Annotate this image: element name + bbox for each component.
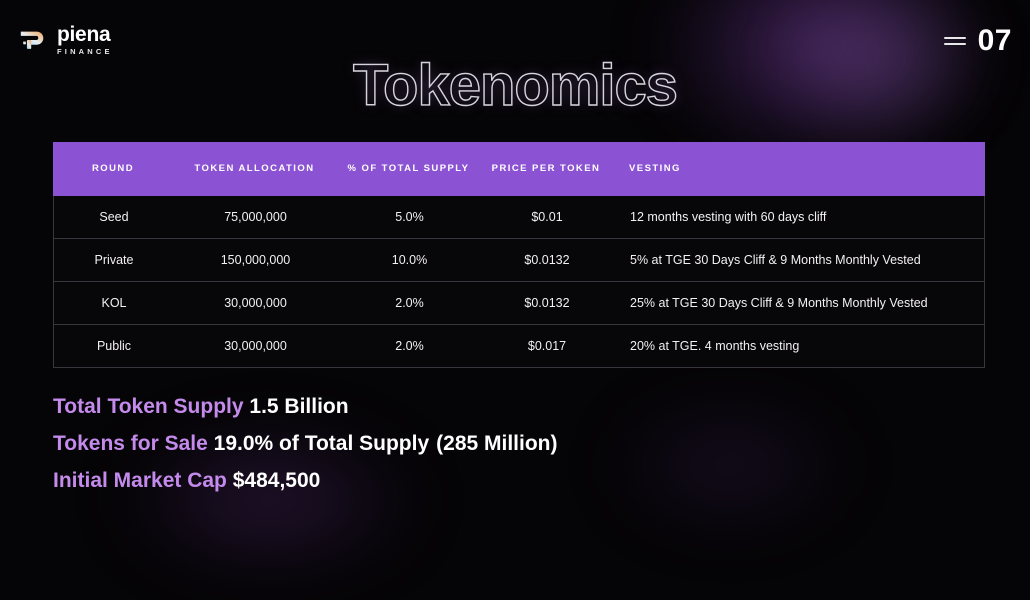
- cell-round: Seed: [99, 210, 129, 224]
- cell-token-allocation: 75,000,000: [224, 210, 287, 224]
- cell-percent-of-total-supply: 2.0%: [395, 339, 424, 353]
- column-header-vesting: VESTING: [629, 163, 681, 175]
- summary-line: Tokens for Sale 19.0% of Total Supply (28…: [53, 433, 953, 454]
- cell-price-per-token: $0.01: [531, 210, 563, 224]
- summary-line-value: 19.0% of Total Supply: [207, 432, 430, 455]
- cell-round: KOL: [101, 296, 127, 310]
- cell-vesting: 12 months vesting with 60 days cliff: [630, 210, 827, 224]
- summary-block: Total Token Supply 1.5 Billion Tokens for…: [53, 396, 953, 507]
- summary-line: Initial Market Cap $484,500: [53, 470, 953, 491]
- column-header-token-allocation: TOKEN ALLOCATION: [194, 163, 315, 175]
- summary-line-extra: (285 Million): [436, 432, 558, 455]
- cell-price-per-token: $0.017: [527, 339, 567, 353]
- column-header-price-per-token: PRICE PER TOKEN: [491, 163, 601, 175]
- brand-name: piena: [57, 23, 111, 46]
- table-row: Public 30,000,000 2.0% $0.017 20% at TGE. 4 …: [53, 325, 985, 368]
- cell-token-allocation: 30,000,000: [224, 339, 287, 353]
- table-header-row: ROUND TOKEN ALLOCATION % OF TOTAL SUPPLY…: [53, 142, 985, 196]
- page-number-group: 07: [943, 24, 1012, 58]
- cell-vesting: 20% at TGE. 4 months vesting: [630, 339, 800, 353]
- table-row: KOL 30,000,000 2.0% $0.0132 25% at TGE 30 Da…: [53, 282, 985, 325]
- cell-vesting: 25% at TGE 30 Days Cliff & 9 Months Mont…: [630, 296, 928, 310]
- cell-round: Private: [94, 253, 134, 267]
- piena-p-logomark: [18, 25, 48, 55]
- summary-line-value: $484,500: [226, 469, 321, 492]
- table-row: Seed 75,000,000 5.0% $0.01 12 months vesting…: [53, 196, 985, 239]
- double-dash-icon: [943, 37, 966, 45]
- summary-line-label: Total Token Supply: [53, 395, 244, 418]
- summary-line-label: Tokens for Sale: [53, 432, 208, 455]
- summary-line: Total Token Supply 1.5 Billion: [53, 396, 953, 417]
- cell-price-per-token: $0.0132: [524, 253, 570, 267]
- page-number: 07: [977, 24, 1012, 57]
- column-header-percent-of-total-supply: % OF TOTAL SUPPLY: [347, 163, 470, 175]
- page-title: Tokenomics: [352, 52, 679, 118]
- table-row: Private 150,000,000 10.0% $0.0132 5% at TGE …: [53, 239, 985, 282]
- tokenomics-table: ROUND TOKEN ALLOCATION % OF TOTAL SUPPLY…: [53, 142, 985, 368]
- table-body: Seed 75,000,000 5.0% $0.01 12 months vesting…: [53, 196, 985, 368]
- column-header-round: ROUND: [91, 163, 135, 175]
- cell-percent-of-total-supply: 2.0%: [395, 296, 424, 310]
- cell-percent-of-total-supply: 10.0%: [391, 253, 428, 267]
- cell-token-allocation: 30,000,000: [224, 296, 287, 310]
- brand-subtitle: FINANCE: [57, 47, 113, 56]
- cell-percent-of-total-supply: 5.0%: [395, 210, 424, 224]
- cell-price-per-token: $0.0132: [524, 296, 570, 310]
- summary-line-label: Initial Market Cap: [53, 469, 227, 492]
- summary-line-value: 1.5 Billion: [243, 395, 349, 418]
- cell-vesting: 5% at TGE 30 Days Cliff & 9 Months Month…: [630, 253, 921, 267]
- brand-logo: piena FINANCE: [18, 24, 114, 56]
- cell-token-allocation: 150,000,000: [220, 253, 291, 267]
- cell-round: Public: [96, 339, 132, 353]
